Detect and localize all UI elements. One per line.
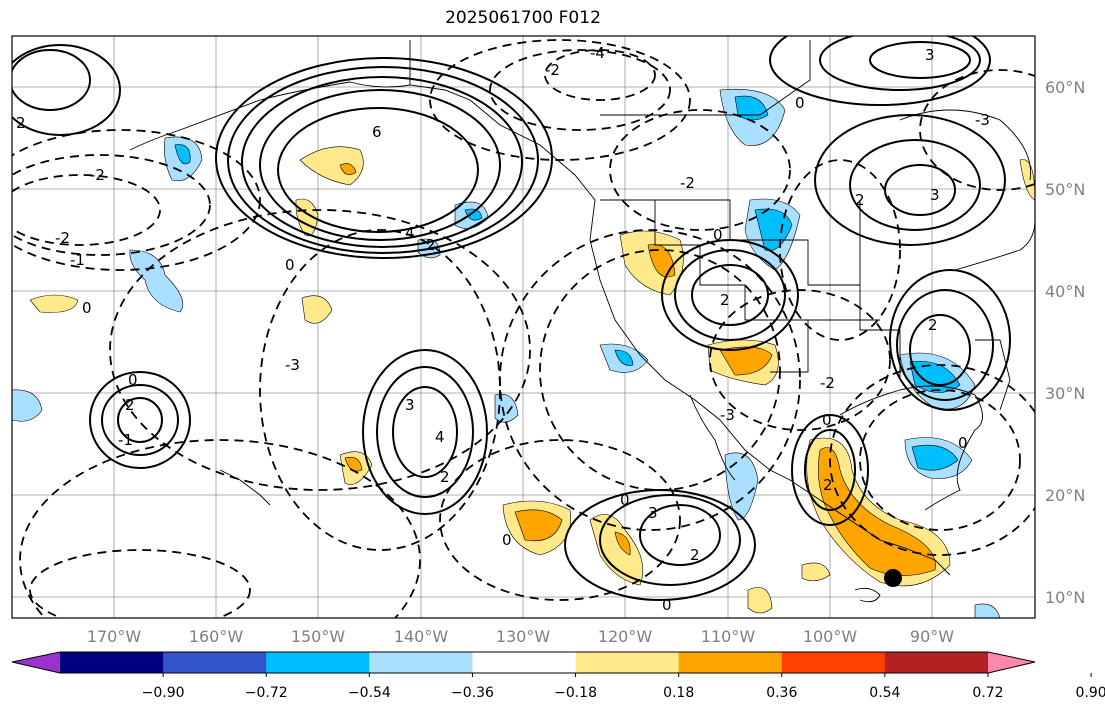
contour-label: -3 [975,111,990,129]
coastlines [129,40,1035,603]
latitude-labels: 60°N 50°N 40°N 30°N 20°N 10°N [1045,78,1085,607]
positive-contours [12,36,1011,601]
contour-label: 0 [822,411,832,429]
contour-label: 0 [82,299,92,317]
contour-label: 0 [713,226,723,244]
colorbar-swatch [678,652,783,673]
contour-label: 0 [285,256,295,274]
contour-label: 0 [958,434,968,452]
lat-label: 60°N [1045,78,1085,97]
contour-label: 2 [823,476,833,494]
colorbar-tick-label: 0.54 [869,685,900,701]
colorbar-tick-label: −0.36 [451,685,494,701]
contour-label: 0 [662,596,672,614]
contour-label: 0 [620,491,630,509]
contour-label: -3 [285,356,300,374]
colorbar-tick-label: −0.72 [245,685,288,701]
map-title: 2025061700 F012 [445,8,601,28]
contour-label: 3 [930,186,940,204]
contour-label: 3 [648,504,658,522]
colorbar-swatch [163,652,267,673]
colorbar-extend-high [988,652,1035,673]
negative-contours [12,39,1035,618]
contour-label: 6 [372,123,382,141]
lon-label: 150°W [291,627,346,646]
contour-label: 2 [855,191,865,209]
contour-label: 2 [16,114,26,132]
lat-label: 30°N [1045,384,1085,403]
colorbar-swatch [884,652,989,673]
contour-label: 2 [125,396,135,414]
map-frame [11,35,1036,619]
shaded-anomalies [12,88,1035,618]
contour-label: -2 [545,61,560,79]
lat-label: 10°N [1045,588,1085,607]
contour-label: 2 [426,236,436,254]
lon-label: 90°W [910,627,954,646]
colorbar-swatch [266,652,370,673]
contour-label: -2 [820,374,835,392]
colorbar: −0.90 −0.72 −0.54 −0.36 −0.18 0.18 0.36 0.54 0.7… [11,651,1105,701]
lon-label: 120°W [598,627,653,646]
contour-label: -2 [680,174,695,192]
lat-label: 20°N [1045,486,1085,505]
colorbar-tick-label: −0.18 [554,685,597,701]
contour-label: -4 [590,44,605,62]
contour-label: -3 [720,406,735,424]
colorbar-extend-low [12,652,60,673]
contour-label: 3 [925,46,935,64]
lon-label: 130°W [496,627,551,646]
colorbar-tick-label: 0.18 [663,685,694,701]
contour-label: 0 [795,94,805,112]
contour-label: 4 [405,224,415,242]
contour-label: 0 [502,531,512,549]
lon-label: 140°W [394,627,449,646]
colorbar-swatch [472,652,577,673]
contour-label: -1 [70,251,85,269]
colorbar-swatch [369,652,473,673]
contour-label: -2 [90,166,105,184]
contour-label: -1 [118,431,133,449]
colorbar-tick-label: 0.72 [972,685,1003,701]
colorbar-swatch [575,652,680,673]
contour-label: 2 [720,291,730,309]
lon-label: 110°W [701,627,756,646]
lon-label: 170°W [87,627,142,646]
contour-label: 2 [690,546,700,564]
contour-label: 3 [405,396,415,414]
contour-label: 4 [435,428,445,446]
contour-labels: 6 4 2 0 -2 -4 -1 -3 0 2 3 4 2 0 -2 -1 0 … [16,44,990,614]
lat-label: 40°N [1045,282,1085,301]
contour-label: 2 [440,468,450,486]
colorbar-swatch [60,652,164,673]
colorbar-tick-label: −0.90 [142,685,185,701]
contour-label: 2 [928,316,938,334]
storm-position-dot [884,569,902,587]
contour-label: -2 [55,229,70,247]
colorbar-swatch [781,652,886,673]
lat-label: 50°N [1045,180,1085,199]
contour-label: 0 [128,371,138,389]
colorbar-tick-label: 0.90 [1076,685,1105,701]
colorbar-tick-label: −0.54 [348,685,391,701]
lon-label: 160°W [189,627,244,646]
colorbar-tick-label: 0.36 [766,685,797,701]
lon-label: 100°W [803,627,858,646]
longitude-labels: 170°W 160°W 150°W 140°W 130°W 120°W 110°… [87,627,954,646]
